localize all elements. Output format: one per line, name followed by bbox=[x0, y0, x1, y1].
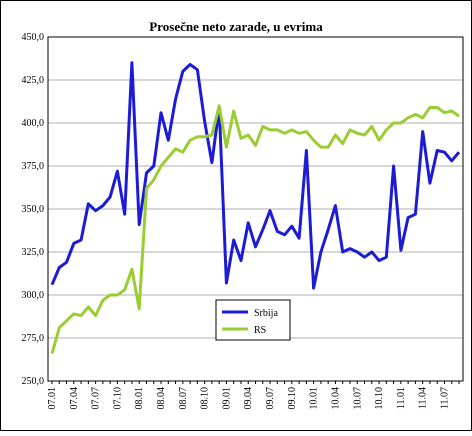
data-line bbox=[50, 104, 460, 354]
x-tick-label: 10.01 bbox=[309, 387, 320, 410]
x-tick-label: 10.04 bbox=[330, 387, 341, 410]
x-tick-label: 07.10 bbox=[112, 387, 123, 410]
x-tick-label: 07.04 bbox=[69, 387, 80, 410]
y-tick-label: 450,0 bbox=[22, 32, 45, 43]
data-line bbox=[50, 61, 461, 290]
y-tick-label: 325,0 bbox=[22, 247, 45, 258]
x-tick-label: 11.04 bbox=[418, 387, 429, 409]
x-tick-label: 08.01 bbox=[134, 387, 145, 410]
x-tick-label: 07.07 bbox=[91, 387, 102, 410]
x-tick-label: 09.07 bbox=[265, 387, 276, 410]
y-tick-label: 250,0 bbox=[22, 376, 45, 387]
y-tick-label: 300,0 bbox=[22, 290, 45, 301]
legend-label: Srbija bbox=[254, 308, 278, 319]
x-tick-label: 09.10 bbox=[287, 387, 298, 410]
x-tick-label: 10.07 bbox=[352, 387, 363, 410]
y-tick-label: 350,0 bbox=[22, 204, 45, 215]
y-tick-label: 425,0 bbox=[22, 75, 45, 86]
y-tick-label: 275,0 bbox=[22, 333, 45, 344]
x-tick-label: 11.07 bbox=[439, 387, 450, 409]
x-tick-label: 08.07 bbox=[178, 387, 189, 410]
y-tick-label: 400,0 bbox=[22, 118, 45, 129]
x-tick-label: 10.10 bbox=[374, 387, 385, 410]
x-tick-label: 09.01 bbox=[221, 387, 232, 410]
x-tick-label: 08.04 bbox=[156, 387, 167, 410]
legend bbox=[215, 299, 291, 341]
x-tick-label: 07.01 bbox=[47, 387, 58, 410]
x-tick-label: 08.10 bbox=[200, 387, 211, 410]
x-tick-label: 09.04 bbox=[243, 387, 254, 410]
chart-title: Prosečne neto zarade, u evrima bbox=[149, 19, 323, 34]
legend-label: RS bbox=[254, 325, 266, 336]
x-tick-label: 11.01 bbox=[396, 387, 407, 409]
y-tick-label: 375,0 bbox=[22, 161, 45, 172]
